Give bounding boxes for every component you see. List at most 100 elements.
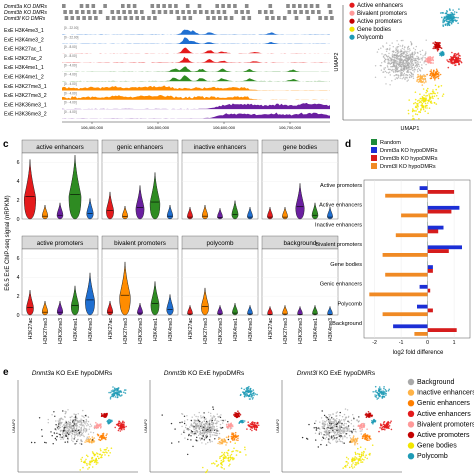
umap-point bbox=[216, 432, 219, 435]
umap-point bbox=[380, 424, 383, 427]
umap-point bbox=[401, 78, 403, 80]
legend-label: Bivalent promoters bbox=[417, 421, 474, 428]
umap-point bbox=[398, 63, 400, 65]
umap-point bbox=[80, 432, 82, 434]
umap-point bbox=[80, 460, 83, 463]
umap-point bbox=[445, 19, 448, 21]
track-label: ExE H3K27me3_1 bbox=[4, 84, 47, 90]
umap-point bbox=[323, 422, 325, 424]
dmr-block bbox=[150, 4, 155, 8]
umap-point bbox=[86, 464, 88, 466]
dmr-block bbox=[129, 16, 134, 20]
track-signal bbox=[62, 37, 330, 44]
umap-point bbox=[233, 439, 236, 441]
umap-point bbox=[102, 451, 104, 454]
umap-point bbox=[408, 74, 411, 76]
umap-point bbox=[433, 102, 436, 104]
facet-title: polycomb bbox=[207, 240, 234, 247]
umap-point bbox=[104, 416, 106, 418]
umap-point bbox=[78, 421, 81, 423]
umap-point bbox=[79, 431, 81, 433]
violin-x-tick: H3K4me3 bbox=[328, 318, 334, 341]
umap-point bbox=[447, 15, 449, 17]
umap-point bbox=[408, 99, 411, 101]
umap-point bbox=[211, 440, 213, 443]
umap-point bbox=[328, 414, 330, 416]
umap-point bbox=[63, 432, 65, 434]
dmr-block bbox=[244, 4, 249, 8]
umap-point bbox=[422, 108, 425, 111]
umap-point bbox=[342, 467, 345, 469]
bar bbox=[427, 225, 444, 230]
umap-point bbox=[392, 65, 394, 67]
umap-point bbox=[335, 440, 337, 442]
umap-point bbox=[339, 420, 341, 423]
umap-point bbox=[209, 427, 211, 429]
bar bbox=[395, 233, 428, 238]
facet-plot-area bbox=[181, 152, 259, 220]
umap-point bbox=[347, 416, 350, 418]
umap-point bbox=[430, 75, 433, 78]
umap-point bbox=[200, 423, 203, 425]
umap-point bbox=[207, 428, 209, 431]
umap-point bbox=[74, 419, 76, 421]
umap-point bbox=[438, 74, 440, 77]
umap-point bbox=[364, 433, 367, 435]
umap-point bbox=[393, 50, 395, 53]
umap-point bbox=[82, 431, 85, 433]
umap-point bbox=[361, 428, 364, 431]
umap-point bbox=[206, 423, 208, 425]
umap-point bbox=[360, 454, 363, 457]
dmr-block bbox=[157, 10, 162, 14]
umap-point bbox=[178, 441, 180, 443]
umap-point bbox=[93, 461, 96, 464]
umap-point bbox=[333, 425, 335, 427]
umap-point bbox=[328, 434, 330, 437]
umap-point bbox=[100, 455, 103, 457]
umap-point bbox=[420, 81, 422, 83]
umap-point bbox=[437, 73, 440, 76]
umap-point bbox=[432, 91, 435, 93]
umap-point bbox=[73, 416, 76, 419]
umap-point bbox=[403, 55, 405, 58]
umap-point bbox=[448, 61, 450, 63]
umap-point bbox=[336, 433, 338, 435]
umap-point bbox=[208, 425, 210, 427]
violin-y-tick: 4 bbox=[17, 179, 20, 185]
umap-point bbox=[68, 423, 71, 426]
dmr-block bbox=[286, 4, 290, 8]
umap-point bbox=[59, 424, 61, 426]
umap-point bbox=[231, 433, 234, 436]
umap-point bbox=[382, 71, 384, 73]
bar-category-label: Bivalent promoters bbox=[315, 242, 362, 248]
umap-point bbox=[347, 425, 350, 427]
umap-point bbox=[61, 436, 63, 439]
umap-point bbox=[252, 423, 254, 425]
umap-point bbox=[403, 75, 405, 77]
umap-point bbox=[407, 61, 409, 64]
umap-point bbox=[83, 427, 86, 429]
umap-point bbox=[440, 52, 443, 55]
umap-point bbox=[223, 456, 225, 458]
umap-point bbox=[256, 393, 258, 396]
umap-point bbox=[363, 451, 365, 453]
umap-point bbox=[381, 62, 383, 64]
umap-point bbox=[84, 421, 86, 423]
umap-point bbox=[214, 418, 217, 420]
umap-point bbox=[411, 52, 414, 55]
umap-point bbox=[51, 435, 53, 437]
bar bbox=[414, 332, 428, 336]
umap-point bbox=[75, 413, 77, 416]
umap-point bbox=[451, 59, 453, 61]
dmr-track-label: Dnmt3b KO DMRs bbox=[4, 10, 47, 16]
umap-point bbox=[383, 54, 385, 56]
umap-point bbox=[79, 420, 81, 422]
umap-point bbox=[395, 77, 398, 79]
umap-point bbox=[391, 50, 394, 53]
umap-point bbox=[381, 53, 383, 55]
umap-point bbox=[220, 462, 222, 464]
umap-point bbox=[442, 20, 444, 22]
umap-point bbox=[412, 47, 415, 49]
umap-point bbox=[204, 425, 206, 427]
